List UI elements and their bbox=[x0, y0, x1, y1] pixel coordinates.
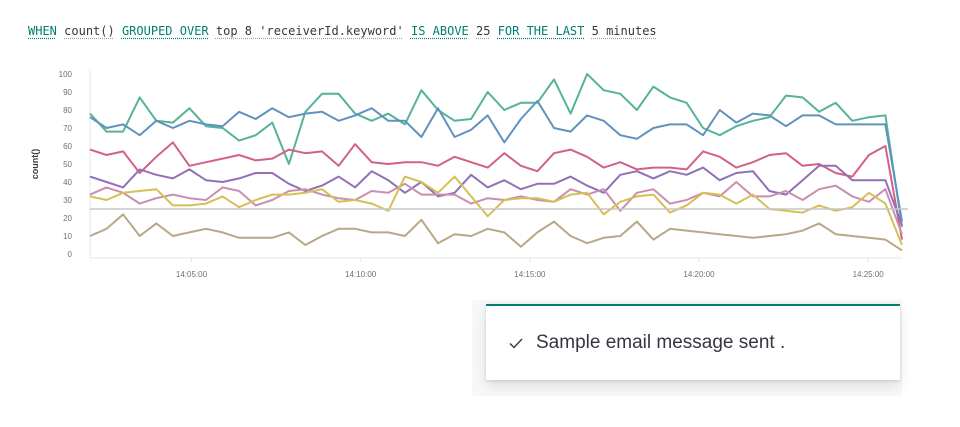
when-keyword[interactable]: WHEN bbox=[28, 24, 57, 38]
is-above-keyword[interactable]: IS ABOVE bbox=[410, 24, 469, 38]
series-line-1 bbox=[89, 73, 903, 228]
y-tick-label: 50 bbox=[63, 160, 72, 169]
aggregation-value[interactable]: count() bbox=[64, 24, 115, 38]
toast-message: Sample email message sent . bbox=[536, 332, 786, 353]
x-tick-label: 14:10:00 bbox=[345, 270, 377, 279]
grouped-over-keyword[interactable]: GROUPED OVER bbox=[121, 24, 209, 38]
y-tick-label: 90 bbox=[63, 88, 72, 97]
series-line-7 bbox=[89, 213, 903, 252]
y-tick-label: 80 bbox=[63, 106, 72, 115]
y-tick-label: 20 bbox=[63, 214, 72, 223]
series-line-4 bbox=[89, 164, 903, 226]
for-the-last-keyword[interactable]: FOR THE LAST bbox=[497, 24, 585, 38]
y-tick-label: 100 bbox=[59, 70, 73, 79]
series-line-5 bbox=[89, 181, 903, 235]
y-tick-label: 30 bbox=[63, 196, 72, 205]
y-tick-label: 70 bbox=[63, 124, 72, 133]
x-tick-label: 14:25:00 bbox=[853, 270, 885, 279]
timespan-value[interactable]: 5 minutes bbox=[591, 24, 657, 38]
check-icon bbox=[509, 338, 523, 349]
series-line-2 bbox=[89, 100, 903, 222]
y-tick-label: 60 bbox=[63, 142, 72, 151]
x-tick-label: 14:15:00 bbox=[514, 270, 546, 279]
y-tick-label: 40 bbox=[63, 178, 72, 187]
y-axis-label: count() bbox=[30, 149, 40, 180]
toast-notification: Sample email message sent . bbox=[486, 304, 900, 380]
series-line-6 bbox=[89, 175, 903, 246]
y-tick-label: 0 bbox=[68, 250, 73, 259]
query-expression: WHEN count() GROUPED OVER top 8 'receive… bbox=[28, 24, 657, 38]
x-tick-label: 14:05:00 bbox=[176, 270, 208, 279]
series-line-3 bbox=[89, 141, 903, 240]
threshold-value[interactable]: 25 bbox=[476, 24, 491, 38]
y-tick-label: 10 bbox=[63, 232, 72, 241]
threshold-chart: 0 10 20 30 40 50 60 70 80 90 100 count() 14:05:00 14:… bbox=[30, 70, 908, 279]
x-tick-label: 14:20:00 bbox=[683, 270, 715, 279]
grouped-over-value[interactable]: top 8 'receiverId.keyword' bbox=[215, 24, 404, 38]
